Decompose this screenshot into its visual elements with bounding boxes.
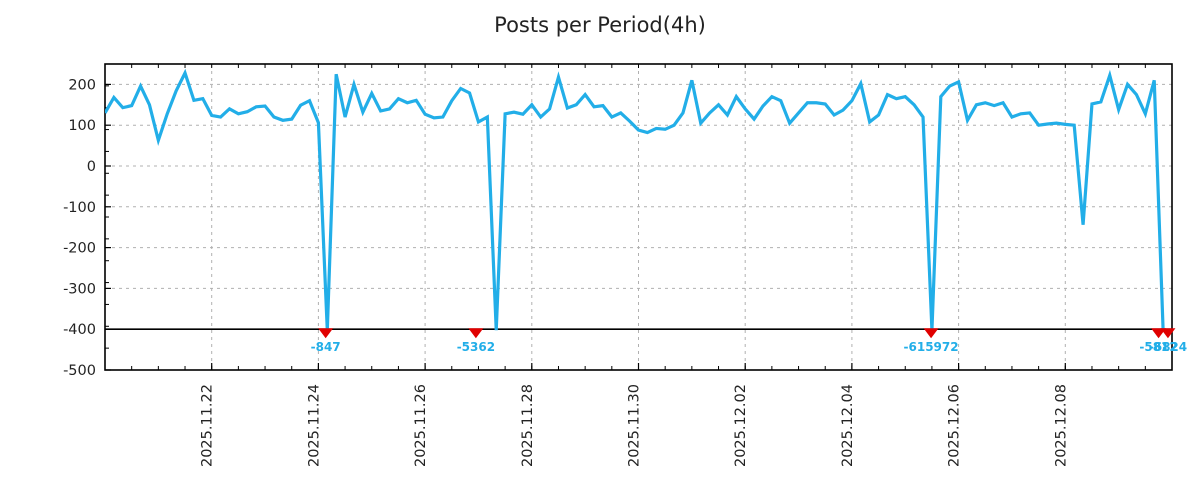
outlier-marker-triangle[interactable] bbox=[468, 328, 484, 339]
outlier-value-label: -5362 bbox=[457, 340, 495, 354]
x-axis-tick-label: 2025.12.08 bbox=[1053, 384, 1069, 467]
x-axis-tick-label: 2025.11.28 bbox=[520, 384, 536, 467]
outlier-marker-triangle[interactable] bbox=[318, 328, 334, 339]
x-axis-tick-label: 2025.12.02 bbox=[733, 384, 749, 467]
y-axis-tick-label: -200 bbox=[63, 241, 96, 257]
y-axis-tick-label: 100 bbox=[68, 118, 96, 134]
outlier-marker-triangle[interactable] bbox=[923, 328, 939, 339]
x-axis-tick-label: 2025.11.26 bbox=[413, 384, 429, 467]
outlier-value-label: -615972 bbox=[904, 340, 959, 354]
x-axis-tick-label: 2025.11.30 bbox=[627, 384, 643, 467]
y-axis-tick-label: 200 bbox=[68, 77, 96, 93]
outlier-value-label: -5812 bbox=[1139, 340, 1177, 354]
y-axis-tick-label: 0 bbox=[87, 159, 96, 175]
data-line-series bbox=[105, 68, 1172, 332]
outlier-value-label: -847 bbox=[311, 340, 341, 354]
y-axis-tick-label: -500 bbox=[63, 363, 96, 379]
y-axis-tick-label: -300 bbox=[63, 281, 96, 297]
y-axis-tick-label: -400 bbox=[63, 322, 96, 338]
x-axis-tick-label: 2025.11.22 bbox=[200, 384, 216, 467]
x-axis-tick-label: 2025.11.24 bbox=[306, 384, 322, 467]
x-axis-tick-label: 2025.12.04 bbox=[840, 384, 856, 467]
chart-title: Posts per Period(4h) bbox=[494, 13, 706, 37]
outlier-value-label: -6824 bbox=[1149, 340, 1187, 354]
outlier-marker-triangle[interactable] bbox=[1151, 328, 1167, 339]
y-axis-tick-label: -100 bbox=[63, 200, 96, 216]
x-axis-tick-label: 2025.12.06 bbox=[947, 384, 963, 467]
outlier-marker-triangle[interactable] bbox=[1160, 328, 1176, 339]
plot-frame bbox=[104, 63, 1173, 371]
